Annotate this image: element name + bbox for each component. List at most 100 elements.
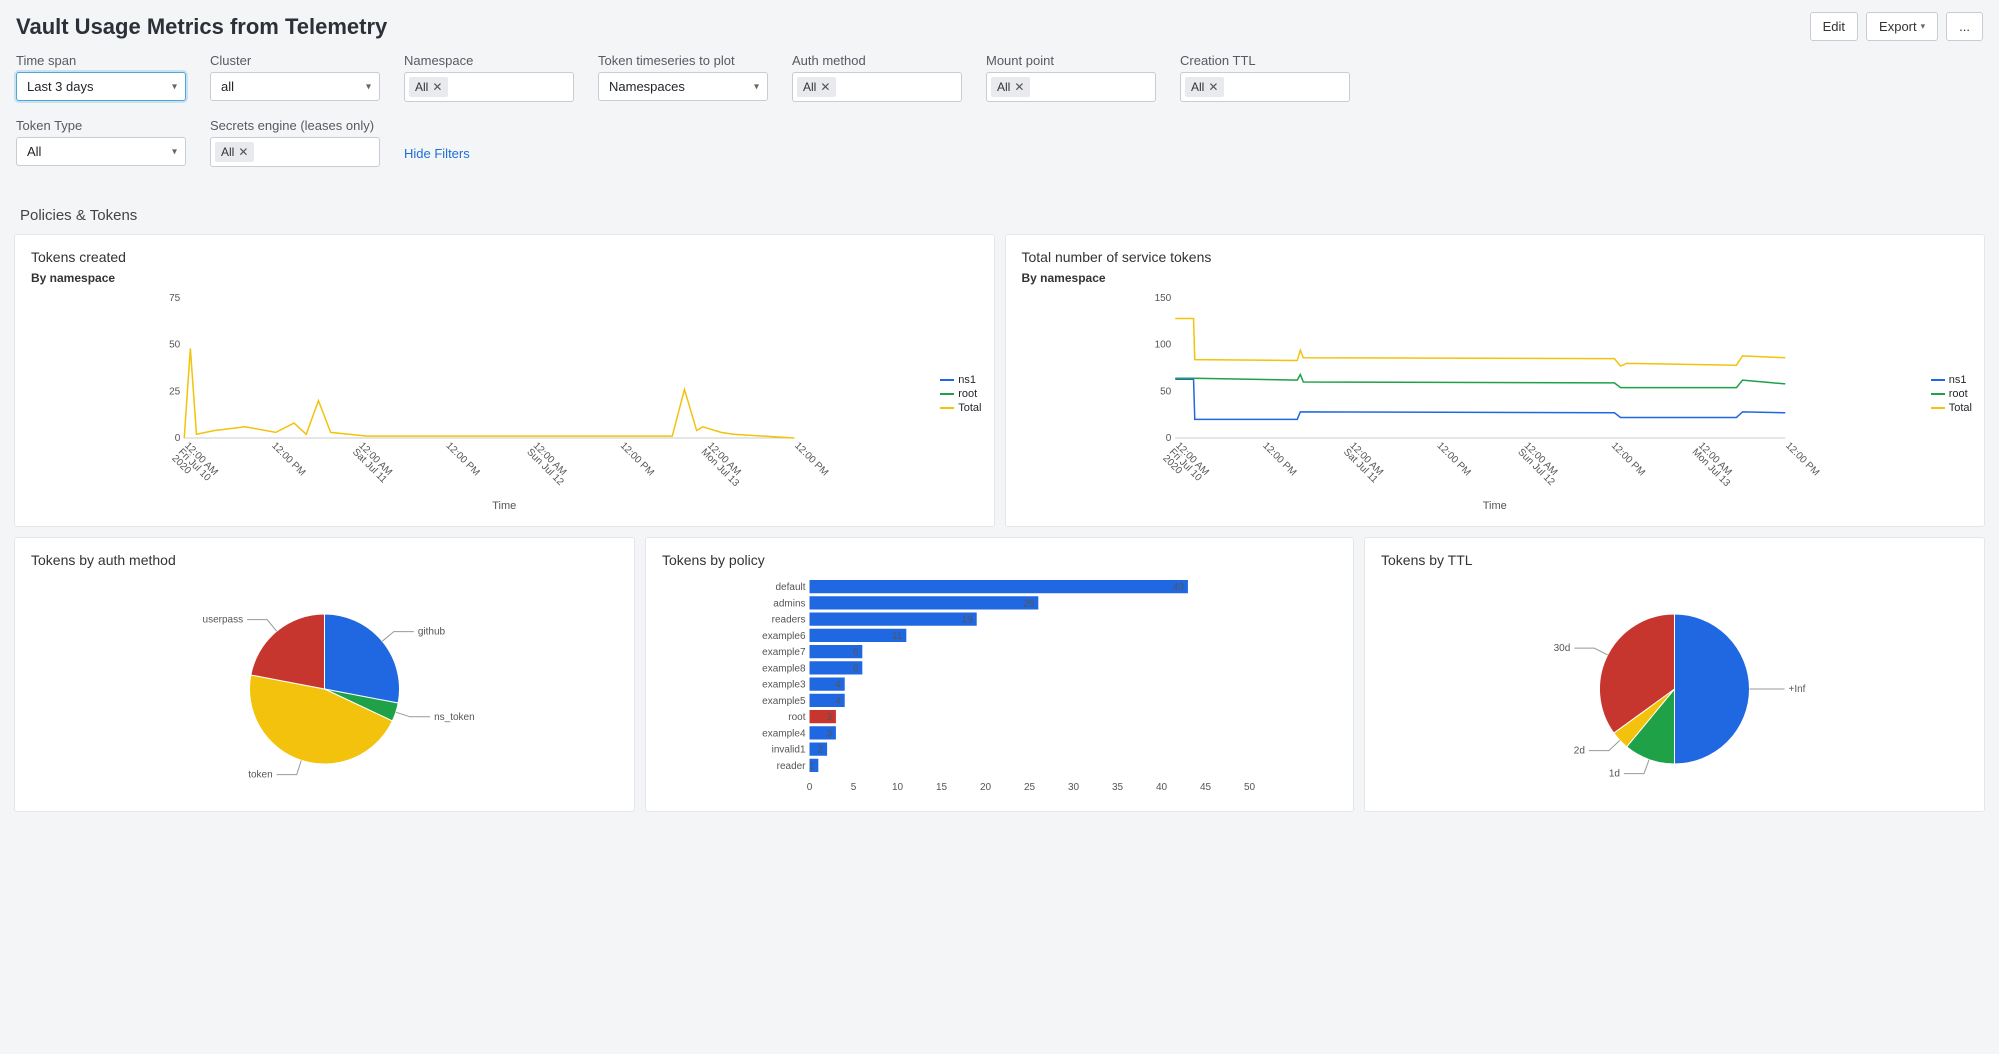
svg-text:0: 0 xyxy=(807,782,813,793)
svg-text:50: 50 xyxy=(1160,386,1172,397)
svg-text:2d: 2d xyxy=(1574,746,1585,757)
cluster-select[interactable]: all xyxy=(210,72,380,101)
timeseries-select[interactable]: Namespaces xyxy=(598,72,768,101)
svg-text:20: 20 xyxy=(980,782,992,793)
svg-text:43: 43 xyxy=(1173,582,1185,593)
filters-row-1: Time span Last 3 days Cluster all Namesp… xyxy=(0,49,1999,114)
creation-ttl-multi[interactable]: All ✕ xyxy=(1180,72,1350,102)
export-button[interactable]: Export▾ xyxy=(1866,12,1938,41)
svg-text:root: root xyxy=(788,712,805,723)
chart5-svg: +Inf1d2d30d xyxy=(1381,574,1968,794)
card-tokens-policy: Tokens by policy default43admins26reader… xyxy=(645,537,1354,812)
chip-text: All xyxy=(1191,80,1204,94)
svg-text:example5: example5 xyxy=(762,696,806,707)
close-icon[interactable]: ✕ xyxy=(432,80,442,94)
chart4-svg: default43admins26readers19example611exam… xyxy=(662,574,1337,794)
token-type-label: Token Type xyxy=(16,118,186,133)
token-type-select[interactable]: All xyxy=(16,137,186,166)
svg-text:10: 10 xyxy=(892,782,904,793)
chart4-title: Tokens by policy xyxy=(662,552,1337,568)
namespace-label: Namespace xyxy=(404,53,574,68)
svg-text:3: 3 xyxy=(826,712,832,723)
auth-method-multi[interactable]: All ✕ xyxy=(792,72,962,102)
namespace-multi[interactable]: All ✕ xyxy=(404,72,574,102)
creation-ttl-chip: All ✕ xyxy=(1185,77,1224,97)
chart2-svg: 05010015012:00 AMFri Jul 10202012:00 PM1… xyxy=(1022,293,1969,493)
svg-text:6: 6 xyxy=(853,663,859,674)
card-tokens-ttl: Tokens by TTL +Inf1d2d30d xyxy=(1364,537,1985,812)
svg-text:4: 4 xyxy=(835,680,841,691)
token-type-value: All xyxy=(27,144,41,159)
svg-text:4: 4 xyxy=(835,696,841,707)
svg-text:12:00 PM: 12:00 PM xyxy=(1783,440,1821,478)
timeseries-value: Namespaces xyxy=(609,79,685,94)
svg-text:12:00 PM: 12:00 PM xyxy=(792,440,830,478)
namespace-chip: All ✕ xyxy=(409,77,448,97)
chart1-title: Tokens created xyxy=(31,249,978,265)
svg-text:12:00 PM: 12:00 PM xyxy=(269,440,307,478)
card-tokens-created: Tokens created By namespace 025507512:00… xyxy=(14,234,995,527)
svg-text:token: token xyxy=(248,770,272,781)
card-service-tokens: Total number of service tokens By namesp… xyxy=(1005,234,1986,527)
chart2-legend: ns1rootTotal xyxy=(1931,374,1972,416)
svg-text:+Inf: +Inf xyxy=(1789,684,1806,695)
timespan-select[interactable]: Last 3 days xyxy=(16,72,186,101)
filters-row-2: Token Type All Secrets engine (leases on… xyxy=(0,114,1999,179)
svg-text:12:00 PM: 12:00 PM xyxy=(444,440,482,478)
timeseries-label: Token timeseries to plot xyxy=(598,53,768,68)
svg-text:0: 0 xyxy=(175,433,181,444)
mount-point-multi[interactable]: All ✕ xyxy=(986,72,1156,102)
svg-text:6: 6 xyxy=(853,647,859,658)
close-icon[interactable]: ✕ xyxy=(1014,80,1024,94)
svg-text:readers: readers xyxy=(772,615,806,626)
chart1-axis-label: Time xyxy=(31,500,978,512)
svg-text:12:00 PM: 12:00 PM xyxy=(1434,440,1472,478)
svg-text:reader: reader xyxy=(777,761,807,772)
svg-text:40: 40 xyxy=(1156,782,1168,793)
chart2-subtitle: By namespace xyxy=(1022,271,1969,285)
svg-text:ns_token: ns_token xyxy=(434,712,475,723)
svg-text:admins: admins xyxy=(773,598,805,609)
close-icon[interactable]: ✕ xyxy=(238,145,248,159)
edit-button[interactable]: Edit xyxy=(1810,12,1858,41)
mount-point-label: Mount point xyxy=(986,53,1156,68)
chip-text: All xyxy=(221,145,234,159)
svg-text:75: 75 xyxy=(169,293,181,304)
svg-text:15: 15 xyxy=(936,782,948,793)
svg-text:35: 35 xyxy=(1112,782,1124,793)
more-button[interactable]: ... xyxy=(1946,12,1983,41)
svg-text:11: 11 xyxy=(892,631,903,642)
section-policies-tokens: Policies & Tokens xyxy=(0,179,1999,234)
card-tokens-auth-method: Tokens by auth method githubns_tokentoke… xyxy=(14,537,635,812)
chip-text: All xyxy=(415,80,428,94)
chart1-legend: ns1rootTotal xyxy=(940,374,981,416)
svg-text:default: default xyxy=(775,582,805,593)
svg-text:invalid1: invalid1 xyxy=(772,745,806,756)
svg-text:github: github xyxy=(418,627,446,638)
close-icon[interactable]: ✕ xyxy=(1208,80,1218,94)
svg-text:userpass: userpass xyxy=(203,615,244,626)
close-icon[interactable]: ✕ xyxy=(820,80,830,94)
svg-text:26: 26 xyxy=(1023,598,1035,609)
secrets-engine-multi[interactable]: All ✕ xyxy=(210,137,380,167)
svg-text:12:00 PM: 12:00 PM xyxy=(1608,440,1646,478)
chart2-axis-label: Time xyxy=(1022,500,1969,512)
hide-filters-link[interactable]: Hide Filters xyxy=(404,146,470,167)
caret-down-icon: ▾ xyxy=(1921,21,1926,32)
mount-point-chip: All ✕ xyxy=(991,77,1030,97)
svg-text:2: 2 xyxy=(818,745,824,756)
svg-text:100: 100 xyxy=(1154,340,1171,351)
cluster-label: Cluster xyxy=(210,53,380,68)
svg-text:25: 25 xyxy=(1024,782,1036,793)
svg-text:example7: example7 xyxy=(762,647,806,658)
secrets-engine-chip: All ✕ xyxy=(215,142,254,162)
timespan-value: Last 3 days xyxy=(27,79,94,94)
svg-text:1d: 1d xyxy=(1609,769,1620,780)
creation-ttl-label: Creation TTL xyxy=(1180,53,1350,68)
chip-text: All xyxy=(803,80,816,94)
auth-method-chip: All ✕ xyxy=(797,77,836,97)
svg-text:example8: example8 xyxy=(762,663,806,674)
chip-text: All xyxy=(997,80,1010,94)
svg-text:12:00 PM: 12:00 PM xyxy=(618,440,656,478)
chart1-svg: 025507512:00 AMFri Jul 10202012:00 PM12:… xyxy=(31,293,978,493)
